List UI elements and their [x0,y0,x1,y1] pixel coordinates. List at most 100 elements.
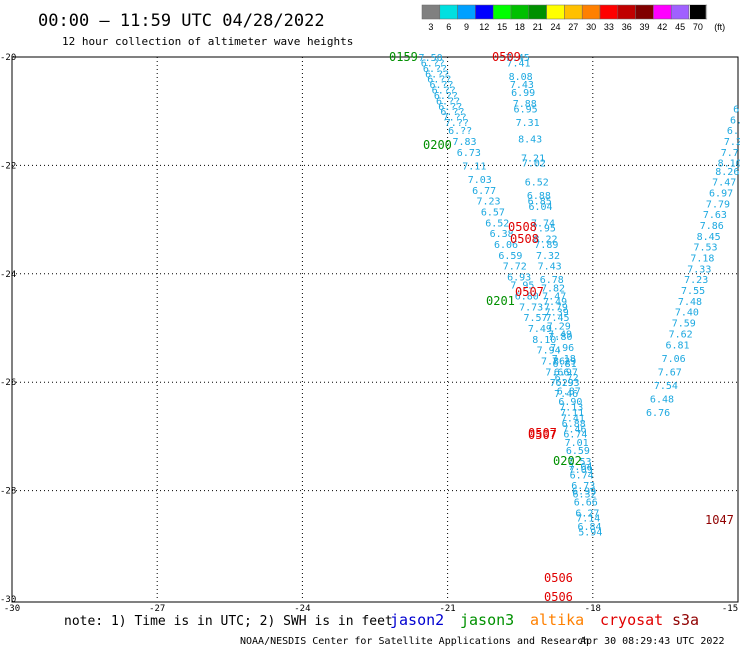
lat-tick-label: -28 [0,487,16,497]
swh-value: 6.81 [665,340,689,351]
swh-value: 7.43 [510,80,534,91]
lat-tick-label: -22 [0,161,16,171]
swh-value: 7.83 [452,137,476,148]
swh-value: 7.73 [519,302,543,313]
swh-value: 6.73 [571,481,595,492]
swh-value: 7.55 [681,286,705,297]
swh-value: 6.87 [557,386,581,397]
legend-swatch [599,4,619,20]
swh-value: 7.29 [552,357,576,368]
lon-tick-label: -18 [585,604,601,614]
lon-tick-label: -30 [4,604,20,614]
plot-frame [11,56,739,603]
swh-value: 7.66 [545,367,569,378]
swh-value: 7.7? [721,148,740,159]
pass-time-labels: 0159 050902000508050805070201050705070202… [389,50,734,604]
swh-value: 7.95 [532,224,556,235]
swh-value: 7.59 [672,319,696,330]
swh-value: 6.66 [574,497,598,508]
swh-value: 6.?? [730,115,740,126]
swh-value: 7.06 [662,354,686,365]
swh-value: 7.46 [554,389,578,400]
wave-height-tracks: 7.506.??6.??6.??6.??6.??6.??6.??6.??6.??… [419,53,740,538]
pass-time-label: 0200 [423,138,452,152]
swh-value: 7.45 [506,53,530,64]
swh-value: 6.?? [425,69,449,80]
swh-value: 7.49 [548,329,572,340]
swh-value: 7.41 [507,58,531,69]
swh-value: 6.?? [436,96,460,107]
swh-value: 6.80 [515,291,539,302]
axis-labels: -30 -27 -24 -21 -18 -15 -20 -22 -24 -26 -28 -30 [0,53,738,614]
swh-value: 8.10 [718,159,740,170]
swh-value: 6.59 [498,251,522,262]
swh-value: 7.43 [538,262,562,273]
footer-org: NOAA/NESDIS Center for Satellite Applica… [240,636,589,647]
swh-value: 7.86 [700,221,724,232]
swh-value: 6.?? [432,86,456,97]
pass-time-label: 0159 [389,50,418,64]
swh-value: 7.49 [543,297,567,308]
swh-value: 7.23 [684,275,708,286]
swh-value: 7.18 [552,354,576,365]
legend-swatch [635,4,654,20]
swh-value: 7.14 [576,514,600,525]
swh-value: 7.29 [550,378,574,389]
swh-value: 6.?? [733,104,740,115]
satellite-legend: jason2 jason3 altika cryosat s3a [390,611,699,629]
swh-value: 6.74 [570,470,594,481]
swh-value: 6.?? [440,107,464,118]
swh-value: 7.46 [563,424,587,435]
swh-value: 6.48 [650,394,674,405]
swh-value: 7.62 [669,329,693,340]
legend-label: 6 [446,22,451,32]
swh-value: 7.80 [548,332,572,343]
lat-lon-grid [12,57,738,599]
swh-value: 7.47 [712,178,736,189]
legend-label: 39 [639,22,649,32]
swh-value: 7.45 [546,313,570,324]
legend-label: 24 [550,22,560,32]
swh-value: 7.53 [567,457,591,468]
swh-value: 6.97 [554,367,578,378]
swh-value: 7.11 [560,408,584,419]
swh-value: 6.77 [472,186,496,197]
swh-value: 7.54 [654,381,678,392]
legend-label: 42 [657,22,667,32]
pass-time-label: 0507 [515,285,544,299]
note-text: note: 1) Time is in UTC; 2) SWH is in fe… [64,614,393,629]
legend-label: 33 [604,22,614,32]
swh-value: 7.48 [678,297,702,308]
legend-label: 15 [497,22,507,32]
pass-time-label: 0508 [508,220,537,234]
swh-value: 8.10 [532,335,556,346]
swh-value: 7.29 [547,321,571,332]
swh-value: 6.95 [514,104,538,115]
swh-value: 6.32 [572,489,596,500]
lat-tick-label: -26 [0,378,16,388]
swh-value: 7.63 [703,210,727,221]
swh-value: 8.08 [509,72,533,83]
footer-timestamp: Apr 30 08:29:43 UTC 2022 [580,636,725,647]
legend-label: 30 [586,22,596,32]
lon-tick-label: -24 [294,604,310,614]
swh-value: 7.13 [559,403,583,414]
pass-time-label: 0506 [544,590,573,604]
swh-value: 7.79 [706,199,730,210]
legend-label: 36 [622,22,632,32]
swh-value: 6.99 [572,487,596,498]
swh-value: 7.95 [510,281,534,292]
lon-tick-label: -27 [149,604,165,614]
swh-value: 6.90 [558,397,582,408]
swh-value: 6.52 [485,218,509,229]
swh-value: 6.04 [528,202,552,213]
swh-value: 7.18 [690,254,714,265]
swh-value: 7.01 [565,438,589,449]
pass-time-label: 0201 [486,294,515,308]
pass-time-label: 0507 [528,426,557,440]
legend-swatch [670,4,690,20]
swh-value: 7.47 [542,291,566,302]
swh-value: 6.38 [490,229,514,240]
swh-value: 8.45 [697,232,721,243]
swh-value: 7.88 [513,99,537,110]
